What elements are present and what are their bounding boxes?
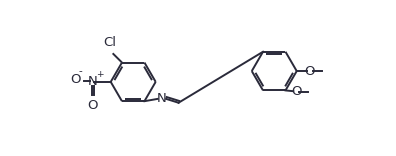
Text: O: O: [305, 65, 315, 78]
Text: O: O: [88, 99, 98, 112]
Text: N: N: [88, 75, 98, 88]
Text: -: -: [78, 66, 82, 76]
Text: O: O: [70, 73, 80, 86]
Text: O: O: [291, 85, 302, 98]
Text: +: +: [96, 70, 103, 79]
Text: Cl: Cl: [103, 37, 116, 49]
Text: N: N: [156, 92, 166, 105]
